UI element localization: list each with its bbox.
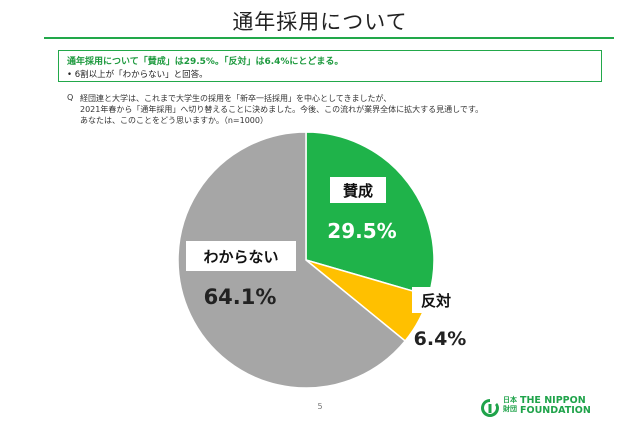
logo-text: THE NIPPON FOUNDATION — [520, 396, 591, 416]
question-line-1: 経団連と大学は、これまで大学生の採用を「新卒一括採用」を中心としてきましたが、 — [80, 94, 392, 103]
slice-value-2: 64.1% — [204, 285, 277, 309]
summary-box: 通年採用について「賛成」は29.5%。「反対」は6.4%にとどまる。 • 6割以… — [58, 50, 602, 82]
summary-headline: 通年採用について「賛成」は29.5%。「反対」は6.4%にとどまる。 — [67, 57, 344, 67]
question-line-2: 2021年春から「通年採用」へ切り替えることに決めました。今後、この流れが業界全… — [80, 105, 484, 114]
summary-bullet: • 6割以上が「わからない」と回答。 — [67, 70, 208, 80]
logo-mark-icon — [481, 399, 499, 417]
slice-label-box-1 — [412, 287, 460, 313]
logo-cjk: 日本財団 — [503, 396, 517, 413]
logo-line-2: FOUNDATION — [520, 405, 591, 416]
question-line-3: あなたは、このことをどう思いますか。（n=1000） — [80, 116, 268, 125]
slice-value-0: 29.5% — [327, 219, 396, 243]
page-number: 5 — [317, 402, 323, 411]
slice-label-2: わからない — [203, 248, 278, 266]
question-label: Q — [67, 93, 74, 102]
slice-label-box-0 — [330, 177, 386, 203]
logo-line-1: THE NIPPON — [520, 395, 586, 406]
nippon-foundation-logo: 日本財団 THE NIPPON FOUNDATION — [480, 396, 630, 422]
slice-value-1: 6.4% — [414, 328, 467, 350]
page-title: 通年採用について — [232, 10, 408, 34]
slice-label-1: 反対 — [421, 292, 451, 310]
slice-label-0: 賛成 — [343, 182, 373, 200]
title-divider — [44, 37, 614, 39]
pie-labels: 賛成 29.5% 反対 6.4% わからない 64.1% — [186, 177, 466, 350]
pie-slice-0 — [305, 131, 435, 297]
slice-label-box-2 — [186, 241, 296, 271]
